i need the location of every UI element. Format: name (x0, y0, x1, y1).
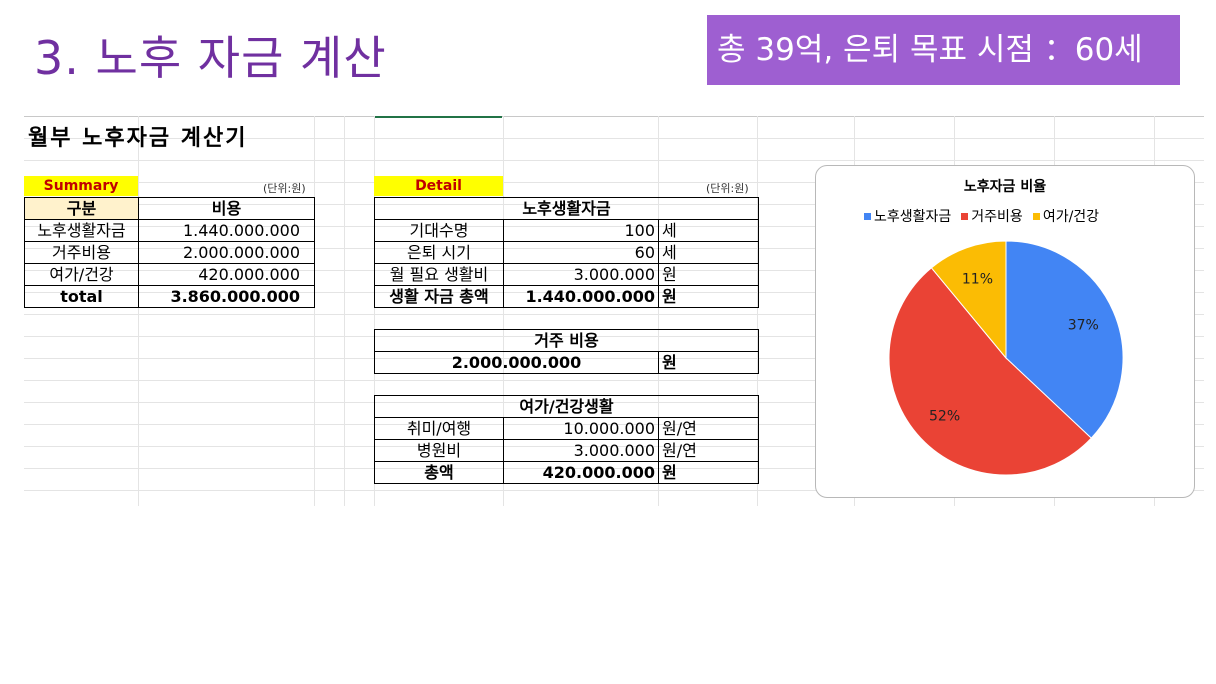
detail-value: 3.000.000 (503, 439, 659, 462)
summary-value: 2.000.000.000 (138, 241, 315, 264)
leisure-total-value: 420.000.000 (503, 461, 659, 484)
selected-cell-indicator (374, 116, 502, 118)
table-row: 노후생활자금 1.440.000.000 (24, 219, 315, 242)
leisure-total-row: 총액 420.000.000 원 (374, 461, 759, 484)
table-row: 취미/여행 10.000.000 원/연 (374, 417, 759, 440)
grid-row-line (24, 160, 1204, 161)
pie-chart: 37% 52% 11% (888, 240, 1124, 476)
table-row: 여가/건강 420.000.000 (24, 263, 315, 286)
housing-value: 2.000.000.000 (374, 351, 659, 374)
summary-header-cost: 비용 (138, 197, 315, 220)
grid-col-line (374, 116, 375, 506)
grid-col-line (503, 116, 504, 506)
detail-unit: 원 (658, 263, 759, 286)
legend-swatch (864, 212, 871, 220)
legend-label: 여가/건강 (1042, 209, 1100, 225)
living-total-label: 생활 자금 총액 (374, 285, 504, 308)
goal-banner: 총 39억, 은퇴 목표 시점 ：60세 (707, 15, 1180, 85)
detail-label: 병원비 (374, 439, 504, 462)
summary-value: 420.000.000 (138, 263, 315, 286)
leisure-header-row: 여가/건강생활 (374, 395, 759, 418)
legend-label: 거주비용 (971, 209, 1023, 225)
table-row: 은퇴 시기 60 세 (374, 241, 759, 264)
summary-tag: Summary (24, 176, 138, 196)
chart-title: 노후자금 비율 (963, 179, 1047, 195)
detail-label: 기대수명 (374, 219, 504, 242)
legend-item: 노후생활자금 (864, 206, 951, 226)
grid-row-line (24, 380, 1204, 381)
leisure-header: 여가/건강생활 (374, 395, 759, 418)
detail-unit-note: (단위:원) (706, 182, 749, 195)
pie-slice-3[interactable] (930, 240, 1007, 360)
housing-header-row: 거주 비용 (374, 329, 759, 352)
living-total-row: 생활 자금 총액 1.440.000.000 원 (374, 285, 759, 308)
housing-table: 거주 비용 2.000.000.000 원 (374, 329, 759, 374)
pie-slice-1[interactable] (1005, 240, 1124, 439)
summary-total-row: total 3.860.000.000 (24, 285, 315, 308)
grid-row-line (24, 490, 1204, 491)
grid-col-line (138, 116, 139, 506)
grid-col-line (757, 116, 758, 506)
detail-label: 취미/여행 (374, 417, 504, 440)
legend-item: 여가/건강 (1032, 206, 1100, 226)
detail-label: 월 필요 생활비 (374, 263, 504, 286)
table-row: 병원비 3.000.000 원/연 (374, 439, 759, 462)
detail-value: 10.000.000 (503, 417, 659, 440)
living-fund-table: 노후생활자금 기대수명 100 세 은퇴 시기 60 세 월 필요 생활비 3.… (374, 197, 759, 308)
summary-label: 노후생활자금 (24, 219, 139, 242)
grid-row-line (24, 314, 1204, 315)
grid-row-line (24, 182, 1204, 183)
detail-tag: Detail (374, 176, 503, 196)
housing-header: 거주 비용 (374, 329, 759, 352)
grid-col-line (314, 116, 315, 506)
legend-swatch (961, 212, 969, 220)
detail-unit: 원/연 (658, 417, 759, 440)
pie-data-label: 11% (962, 272, 993, 288)
detail-unit: 원/연 (658, 439, 759, 462)
summary-header-row: 구분 비용 (24, 197, 315, 220)
grid-col-line (658, 116, 659, 506)
living-total-value: 1.440.000.000 (503, 285, 659, 308)
living-header-row: 노후생활자금 (374, 197, 759, 220)
calculator-title: 월부 노후자금 계산기 (28, 126, 248, 151)
grid-top-border (24, 116, 1204, 117)
housing-value-row: 2.000.000.000 원 (374, 351, 759, 374)
slide-title: 3. 노후 자금 계산 (34, 31, 387, 85)
pie-data-label: 52% (929, 409, 960, 425)
detail-value: 100 (503, 219, 659, 242)
summary-total-label: total (24, 285, 139, 308)
legend-swatch (1032, 212, 1040, 220)
leisure-health-table: 여가/건강생활 취미/여행 10.000.000 원/연 병원비 3.000.0… (374, 395, 759, 484)
summary-table: 구분 비용 노후생활자금 1.440.000.000 거주비용 2.000.00… (24, 197, 315, 308)
leisure-total-unit: 원 (658, 461, 759, 484)
legend-item: 거주비용 (961, 206, 1023, 226)
grid-row-line (24, 138, 1204, 139)
summary-unit-note: (단위:원) (263, 182, 306, 195)
summary-total-value: 3.860.000.000 (138, 285, 315, 308)
grid-col-line (344, 116, 345, 506)
pie-slice-2[interactable] (888, 267, 1092, 476)
detail-value: 60 (503, 241, 659, 264)
detail-value: 3.000.000 (503, 263, 659, 286)
legend-label: 노후생활자금 (874, 209, 952, 225)
living-header: 노후생활자금 (374, 197, 759, 220)
pie-data-label: 37% (1068, 318, 1099, 334)
living-total-unit: 원 (658, 285, 759, 308)
summary-header-category: 구분 (24, 197, 139, 220)
detail-unit: 세 (658, 219, 759, 242)
detail-unit: 세 (658, 241, 759, 264)
leisure-total-label: 총액 (374, 461, 504, 484)
detail-label: 은퇴 시기 (374, 241, 504, 264)
table-row: 월 필요 생활비 3.000.000 원 (374, 263, 759, 286)
pie-chart-card[interactable]: 노후자금 비율 노후생활자금 거주비용 여가/건강 37% 52% 11% (815, 165, 1195, 498)
summary-value: 1.440.000.000 (138, 219, 315, 242)
housing-unit: 원 (658, 351, 759, 374)
summary-label: 거주비용 (24, 241, 139, 264)
summary-label: 여가/건강 (24, 263, 139, 286)
chart-legend: 노후생활자금 거주비용 여가/건강 (864, 206, 1099, 226)
table-row: 거주비용 2.000.000.000 (24, 241, 315, 264)
table-row: 기대수명 100 세 (374, 219, 759, 242)
